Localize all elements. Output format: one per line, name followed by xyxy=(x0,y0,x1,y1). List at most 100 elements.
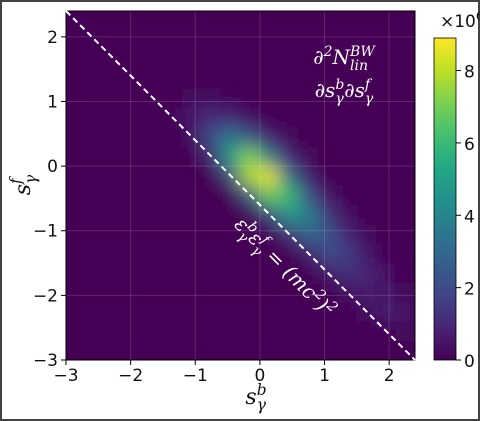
heatmap-cell xyxy=(375,68,397,90)
heatmap-cell xyxy=(143,29,164,51)
heatmap-cell xyxy=(259,49,280,70)
heatmap-cell xyxy=(278,11,300,31)
heatmap-cell xyxy=(395,165,415,186)
heatmap-cell xyxy=(356,49,377,70)
heatmap-cell xyxy=(298,301,319,322)
heatmap-cell xyxy=(317,223,338,245)
heatmap-cell xyxy=(375,262,397,283)
heatmap-cell xyxy=(123,49,145,70)
heatmap-cell xyxy=(395,126,415,148)
heatmap-cell xyxy=(259,68,280,90)
heatmap-cell xyxy=(181,88,203,109)
heatmap-cell xyxy=(317,320,338,342)
heatmap-cell xyxy=(123,340,145,360)
heatmap-cell xyxy=(278,88,300,109)
heatmap-cell xyxy=(317,49,338,70)
heatmap-cell xyxy=(143,340,164,360)
x-tick-label: 0 xyxy=(254,366,265,386)
heatmap-cell xyxy=(259,281,280,303)
heatmap-cell xyxy=(317,281,338,303)
heatmap-cell xyxy=(123,281,145,303)
heatmap-cell xyxy=(66,320,86,342)
heatmap-cell xyxy=(259,11,280,31)
heatmap-cell xyxy=(123,185,145,206)
heatmap-cell xyxy=(143,301,164,322)
x-tick-label: −2 xyxy=(118,366,143,386)
heatmap-cell xyxy=(181,11,203,31)
heatmap-cell xyxy=(317,185,338,206)
heatmap-cell xyxy=(298,126,319,148)
heatmap-cell xyxy=(201,49,222,70)
heatmap-cell xyxy=(201,185,222,206)
math-run: ×10 xyxy=(440,12,476,32)
heatmap-cell xyxy=(240,107,261,128)
math-run: f xyxy=(7,176,25,185)
heatmap-cell xyxy=(259,320,280,342)
annotation-numerator: ∂2NBW lin xyxy=(313,44,376,74)
heatmap-cell xyxy=(220,146,241,167)
heatmap-cell xyxy=(395,204,415,225)
heatmap-cell xyxy=(375,165,397,186)
x-tick-label: 2 xyxy=(384,366,395,386)
heatmap-cell xyxy=(278,340,300,360)
heatmap-cell xyxy=(395,11,415,31)
heatmap-cell xyxy=(259,340,280,360)
heatmap-cell xyxy=(356,88,377,109)
heatmap-cell xyxy=(201,340,222,360)
heatmap-cell xyxy=(162,165,183,186)
heatmap-cell xyxy=(317,126,338,148)
heatmap-cell xyxy=(143,146,164,167)
math-run: γ xyxy=(22,174,40,184)
heatmap-cell xyxy=(201,11,222,31)
colorbar-offset: ×106 xyxy=(440,9,480,32)
heatmap-cell xyxy=(162,29,183,51)
heatmap-cell xyxy=(356,146,377,167)
heatmap-cell xyxy=(336,29,358,51)
heatmap-cell xyxy=(356,126,377,148)
heatmap-cell xyxy=(375,146,397,167)
math-run: BW xyxy=(349,44,376,60)
heatmap-cell xyxy=(278,204,300,225)
heatmap-cell xyxy=(162,11,183,31)
heatmap-cell xyxy=(123,107,145,128)
heatmap-cell xyxy=(201,165,222,186)
math-run: f xyxy=(364,77,373,93)
heatmap-cell xyxy=(66,126,86,148)
heatmap-cell xyxy=(278,126,300,148)
heatmap-cell xyxy=(84,68,106,90)
heatmap-cell xyxy=(298,146,319,167)
heatmap-cell xyxy=(181,126,203,148)
heatmap-cell xyxy=(240,49,261,70)
heatmap-cell xyxy=(278,107,300,128)
heatmap-cell xyxy=(356,262,377,283)
heatmap-cell xyxy=(181,223,203,245)
heatmap-cell xyxy=(104,185,125,206)
heatmap-cell xyxy=(104,146,125,167)
heatmap-cell xyxy=(220,301,241,322)
heatmap-cell xyxy=(66,29,86,51)
heatmap-cell xyxy=(240,88,261,109)
heatmap-cell xyxy=(298,49,319,70)
heatmap-cell xyxy=(220,88,241,109)
heatmap-cell xyxy=(162,185,183,206)
heatmap-cell xyxy=(66,243,86,264)
heatmap-cell xyxy=(317,88,338,109)
heatmap-cell xyxy=(336,146,358,167)
heatmap-cell xyxy=(395,262,415,283)
heatmap-cell xyxy=(278,146,300,167)
heatmap-cell xyxy=(201,320,222,342)
heatmap-cell xyxy=(84,165,106,186)
heatmap-cell xyxy=(336,49,358,70)
heatmap-cell xyxy=(104,262,125,283)
math-run: b xyxy=(335,77,344,93)
heatmap-cell xyxy=(298,281,319,303)
heatmap-cell xyxy=(181,340,203,360)
heatmap-cell xyxy=(375,126,397,148)
heatmap-cell xyxy=(240,340,261,360)
heatmap-cell xyxy=(181,68,203,90)
heatmap-cell xyxy=(259,301,280,322)
colorbar-tick-label: 4 xyxy=(464,207,475,227)
heatmap-cell xyxy=(375,107,397,128)
heatmap-cell xyxy=(298,11,319,31)
heatmap-cell xyxy=(259,204,280,225)
